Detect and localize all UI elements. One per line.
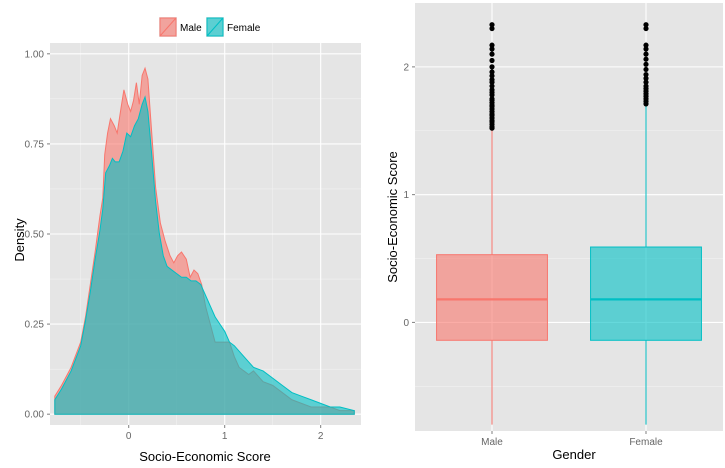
outlier-point-female (643, 51, 649, 57)
density-x-axis-title: Socio-Economic Score (139, 449, 271, 464)
outlier-point-male (489, 51, 495, 57)
box-x-ticks: Male Female (481, 431, 663, 448)
box-y-tick-label: 1 (403, 190, 409, 201)
box-y-axis-title: Socio-Economic Score (385, 151, 400, 283)
density-chart: 0.00 0.25 0.50 0.75 1.00 0 1 2 Socio-Economic … (12, 17, 361, 464)
outlier-point-male (489, 57, 495, 64)
box-plot-background (415, 3, 723, 431)
box-chart: 0 1 2 Male Female Gender Socio-Economic Sco… (385, 3, 723, 462)
density-area-female (54, 95, 355, 415)
outlier-point-male (489, 25, 495, 32)
density-y-tick-label: 1.00 (25, 49, 45, 60)
outlier-point-male (489, 96, 495, 102)
outlier-point-female (643, 83, 649, 89)
density-x-tick-label: 1 (222, 431, 228, 442)
outlier-point-male (489, 69, 495, 75)
outlier-point-male (489, 73, 495, 79)
outlier-point-female (643, 56, 649, 62)
density-x-tick-label: 2 (318, 431, 324, 442)
outlier-point-female (643, 61, 649, 67)
outlier-point-male (489, 46, 495, 52)
box-female (590, 246, 702, 341)
legend: Male Female (159, 17, 261, 37)
outlier-point-female (643, 25, 649, 32)
outlier-point-male (489, 77, 495, 83)
legend-swatch-female-diagonal (206, 17, 224, 37)
outlier-point-male (489, 22, 495, 28)
density-x-tick-label: 0 (126, 431, 132, 442)
box-y-tick-label: 2 (403, 62, 409, 73)
box-y-tick-label: 0 (403, 318, 409, 329)
box-x-tick-label: Male (481, 437, 503, 448)
outlier-point-female (643, 75, 649, 81)
box-x-axis-title: Gender (552, 447, 596, 462)
outlier-point-male (489, 64, 495, 70)
box-y-ticks: 0 1 2 (403, 62, 415, 329)
outlier-point-male (489, 87, 495, 93)
outlier-point-female (643, 71, 649, 78)
density-x-ticks: 0 1 2 (126, 425, 324, 442)
box-marks (436, 22, 702, 425)
density-y-tick-label: 0.75 (25, 139, 45, 150)
outlier-point-female (643, 66, 649, 73)
legend-swatch-male-diagonal (159, 17, 177, 37)
outlier-point-female (643, 46, 649, 52)
outlier-point-male (489, 83, 495, 89)
legend-label-female: Female (227, 23, 261, 34)
outlier-point-female (643, 42, 649, 48)
outlier-point-male (489, 42, 495, 48)
density-y-ticks: 0.00 0.25 0.50 0.75 1.00 (25, 49, 50, 421)
outlier-point-female (643, 79, 649, 85)
density-y-tick-label: 0.25 (25, 320, 45, 331)
box-male (436, 254, 548, 341)
density-areas (54, 66, 355, 415)
density-y-axis-title: Density (12, 218, 27, 262)
legend-label-male: Male (180, 23, 202, 34)
density-y-tick-label: 0.50 (25, 230, 45, 241)
density-y-tick-label: 0.00 (25, 410, 45, 421)
box-x-tick-label: Female (629, 437, 663, 448)
outlier-point-female (643, 22, 649, 28)
